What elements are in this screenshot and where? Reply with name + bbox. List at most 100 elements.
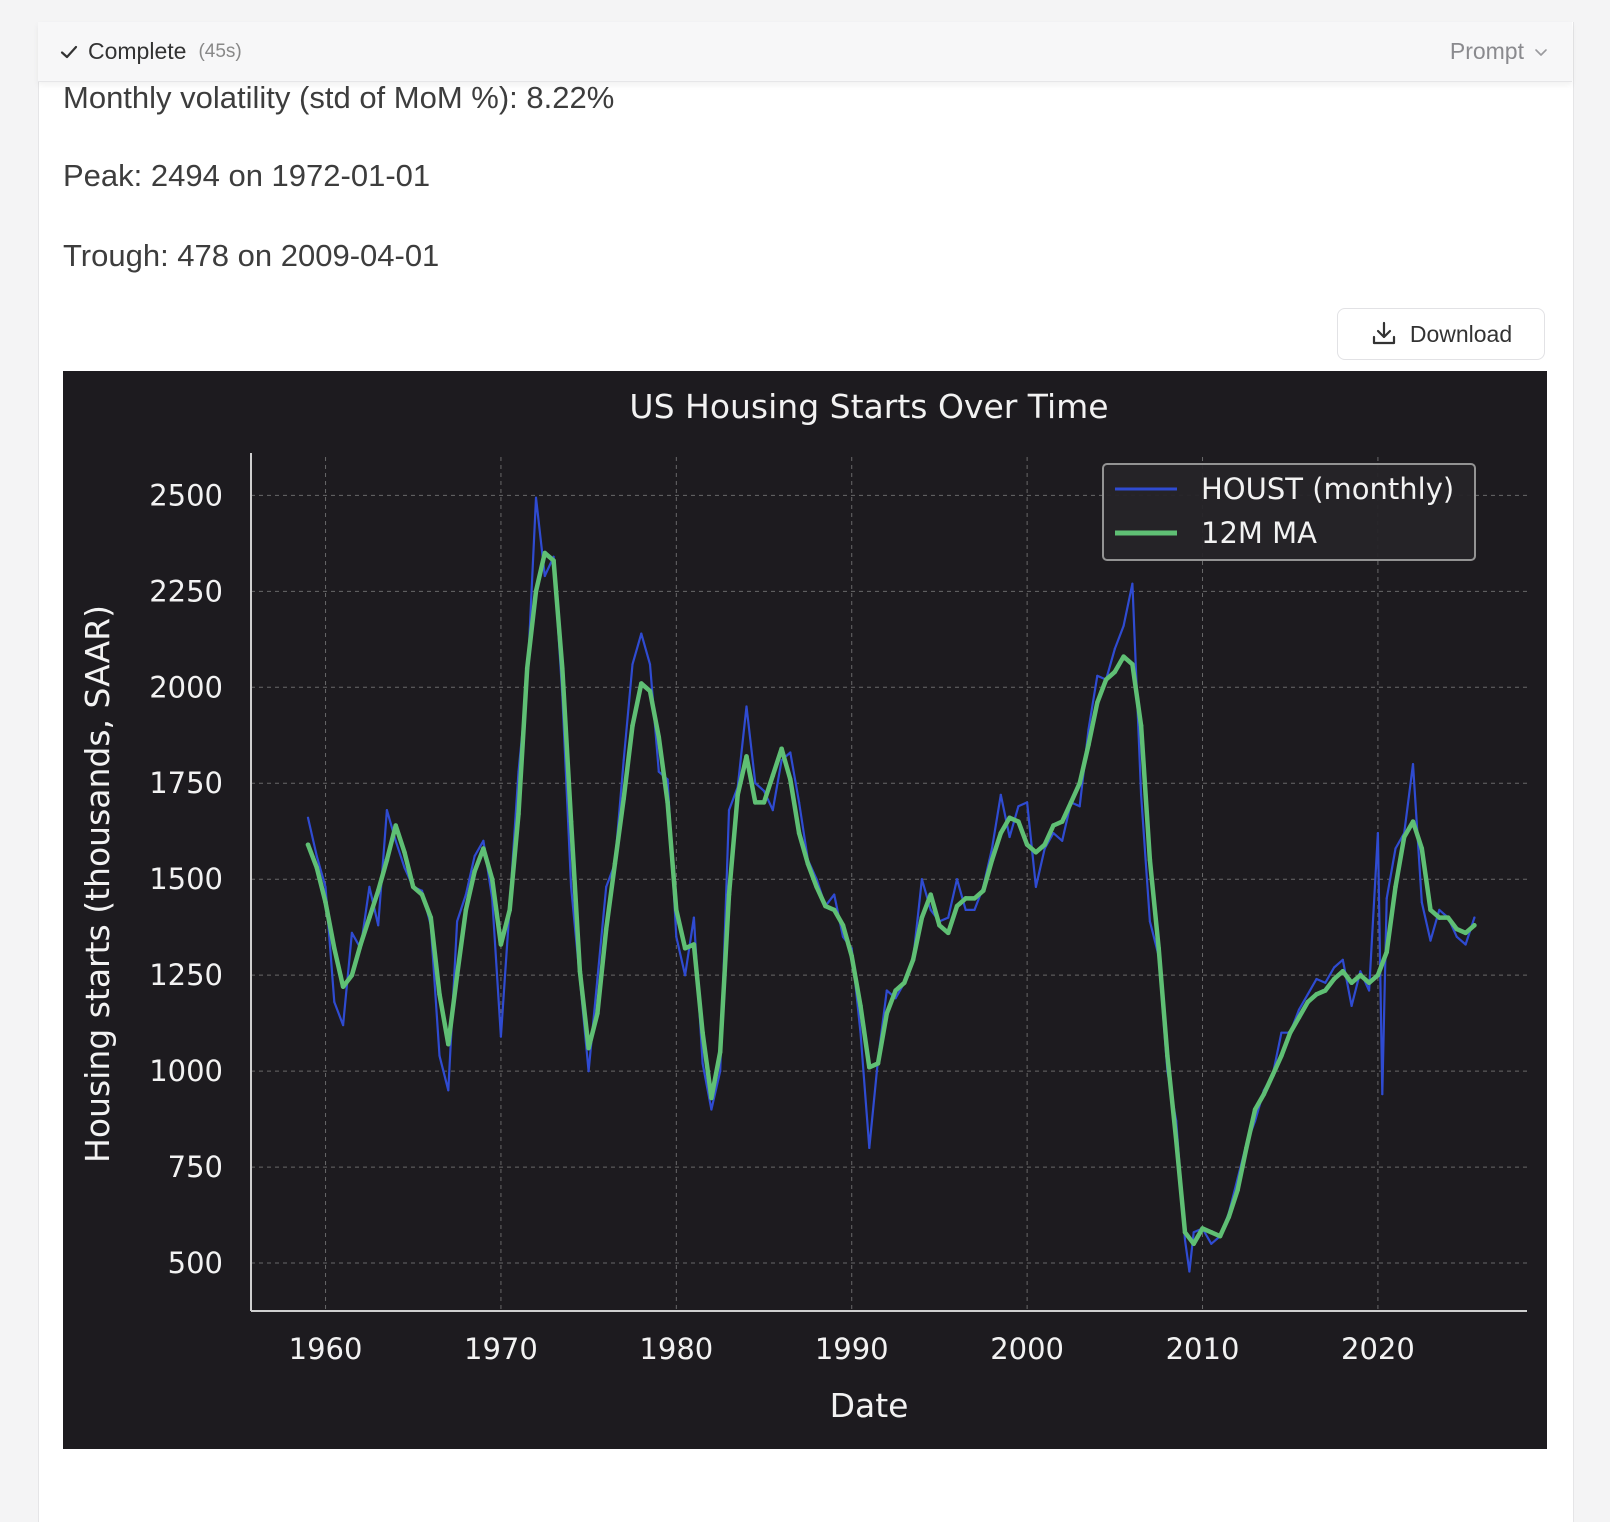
- data-point-12m-ma: [1165, 1053, 1170, 1059]
- data-point-12m-ma: [717, 1049, 723, 1055]
- data-point-monthly: [1411, 763, 1415, 766]
- data-point-12m-ma: [1103, 677, 1109, 682]
- data-point-12m-ma: [1323, 988, 1328, 993]
- data-point-12m-ma: [665, 800, 670, 805]
- data-point-12m-ma: [507, 907, 512, 913]
- data-point-monthly: [306, 816, 310, 819]
- data-point-12m-ma: [867, 1065, 872, 1070]
- data-point-12m-ma: [472, 869, 477, 874]
- data-point-monthly: [947, 916, 950, 919]
- data-point-12m-ma: [1147, 857, 1153, 863]
- status-label: Complete: [88, 38, 187, 64]
- data-point-12m-ma: [910, 957, 916, 963]
- data-point-12m-ma: [1445, 915, 1451, 920]
- data-point-monthly: [1381, 1093, 1384, 1096]
- data-point-12m-ma: [744, 754, 749, 759]
- data-point-12m-ma: [1472, 923, 1477, 928]
- data-point-12m-ma: [1200, 1226, 1205, 1231]
- data-point-monthly: [1394, 847, 1397, 850]
- data-point-12m-ma: [1235, 1187, 1240, 1193]
- data-point-12m-ma: [577, 969, 583, 974]
- data-point-monthly: [990, 847, 994, 850]
- data-point-12m-ma: [1016, 819, 1021, 824]
- data-point-12m-ma: [937, 923, 942, 928]
- data-point-12m-ma: [682, 946, 688, 951]
- data-point-monthly: [701, 1062, 704, 1065]
- data-point-12m-ma: [945, 930, 951, 936]
- chart-svg: 500 750 1000 1250 1500 1750 2000 2250 2500 1960 19…: [63, 371, 1547, 1449]
- data-point-12m-ma: [1410, 819, 1416, 824]
- data-point-12m-ma: [805, 861, 811, 867]
- data-point-monthly: [631, 663, 634, 666]
- data-point-12m-ma: [428, 915, 434, 920]
- data-point-monthly: [368, 885, 371, 889]
- data-point-12m-ma: [419, 892, 425, 897]
- data-point-12m-ma: [1138, 723, 1144, 728]
- data-point-monthly: [377, 924, 380, 927]
- data-point-12m-ma: [893, 988, 898, 993]
- data-point-monthly: [868, 1146, 871, 1149]
- data-point-12m-ma: [647, 688, 653, 694]
- data-point-12m-ma: [753, 800, 758, 805]
- y-tick-label: 2500: [149, 478, 223, 512]
- data-point-12m-ma: [1086, 742, 1091, 748]
- chevron-down-icon: [1534, 45, 1548, 59]
- data-point-monthly: [692, 916, 696, 919]
- data-point-12m-ma: [1191, 1241, 1196, 1247]
- data-point-12m-ma: [603, 926, 609, 932]
- data-point-12m-ma: [375, 888, 381, 893]
- data-point-monthly: [1359, 970, 1362, 973]
- status-duration: (45s): [198, 40, 242, 62]
- data-point-monthly: [342, 1024, 345, 1027]
- prompt-toggle[interactable]: Prompt: [1450, 38, 1548, 65]
- data-point-monthly: [596, 977, 599, 981]
- data-point-12m-ma: [621, 796, 626, 801]
- data-point-monthly: [1473, 916, 1476, 919]
- data-point-12m-ma: [1393, 884, 1398, 890]
- data-point-monthly: [1315, 977, 1318, 981]
- data-point-monthly: [350, 931, 353, 935]
- download-button[interactable]: Download: [1337, 308, 1545, 360]
- data-point-monthly: [1148, 920, 1151, 923]
- y-tick-label: 2250: [149, 574, 223, 608]
- data-point-monthly: [789, 751, 792, 754]
- data-point-monthly: [570, 885, 573, 889]
- data-point-12m-ma: [1121, 654, 1126, 659]
- data-point-12m-ma: [358, 942, 363, 947]
- data-point-12m-ma: [989, 857, 995, 863]
- data-point-12m-ma: [1261, 1091, 1267, 1097]
- data-point-monthly: [920, 878, 924, 881]
- data-point-12m-ma: [1340, 969, 1346, 974]
- data-point-12m-ma: [1419, 846, 1425, 851]
- data-point-monthly: [1376, 832, 1379, 835]
- data-point-monthly: [1122, 624, 1125, 627]
- legend-label: HOUST (monthly): [1201, 472, 1454, 506]
- data-point-monthly: [315, 855, 318, 858]
- data-point-12m-ma: [1024, 842, 1030, 847]
- data-point-monthly: [1034, 885, 1037, 889]
- data-point-monthly: [403, 866, 406, 869]
- y-tick-label: 1000: [149, 1054, 223, 1088]
- data-point-12m-ma: [1095, 700, 1100, 705]
- peak-stat: Peak: 2494 on 1972-01-01: [63, 158, 431, 193]
- data-point-12m-ma: [1437, 915, 1442, 920]
- data-point-12m-ma: [1112, 669, 1118, 675]
- data-point-12m-ma: [998, 830, 1004, 836]
- data-point-12m-ma: [972, 896, 977, 901]
- data-point-12m-ma: [568, 819, 574, 824]
- data-point-12m-ma: [674, 907, 679, 913]
- data-point-monthly: [1210, 1242, 1213, 1245]
- data-point-12m-ma: [1366, 980, 1372, 986]
- x-tick-label: 1960: [289, 1332, 363, 1366]
- data-point-monthly: [1192, 1231, 1195, 1234]
- data-point-monthly: [1455, 935, 1458, 938]
- data-point-12m-ma: [595, 1011, 600, 1016]
- data-point-12m-ma: [1428, 907, 1433, 913]
- legend-label: 12M MA: [1201, 516, 1317, 550]
- data-point-12m-ma: [902, 980, 907, 986]
- data-point-monthly: [859, 1031, 862, 1034]
- data-point-monthly: [473, 855, 476, 858]
- data-point-12m-ma: [858, 1003, 863, 1009]
- data-point-12m-ma: [1182, 1230, 1188, 1235]
- volatility-stat: Monthly volatility (std of MoM %): 8.22%: [63, 80, 615, 115]
